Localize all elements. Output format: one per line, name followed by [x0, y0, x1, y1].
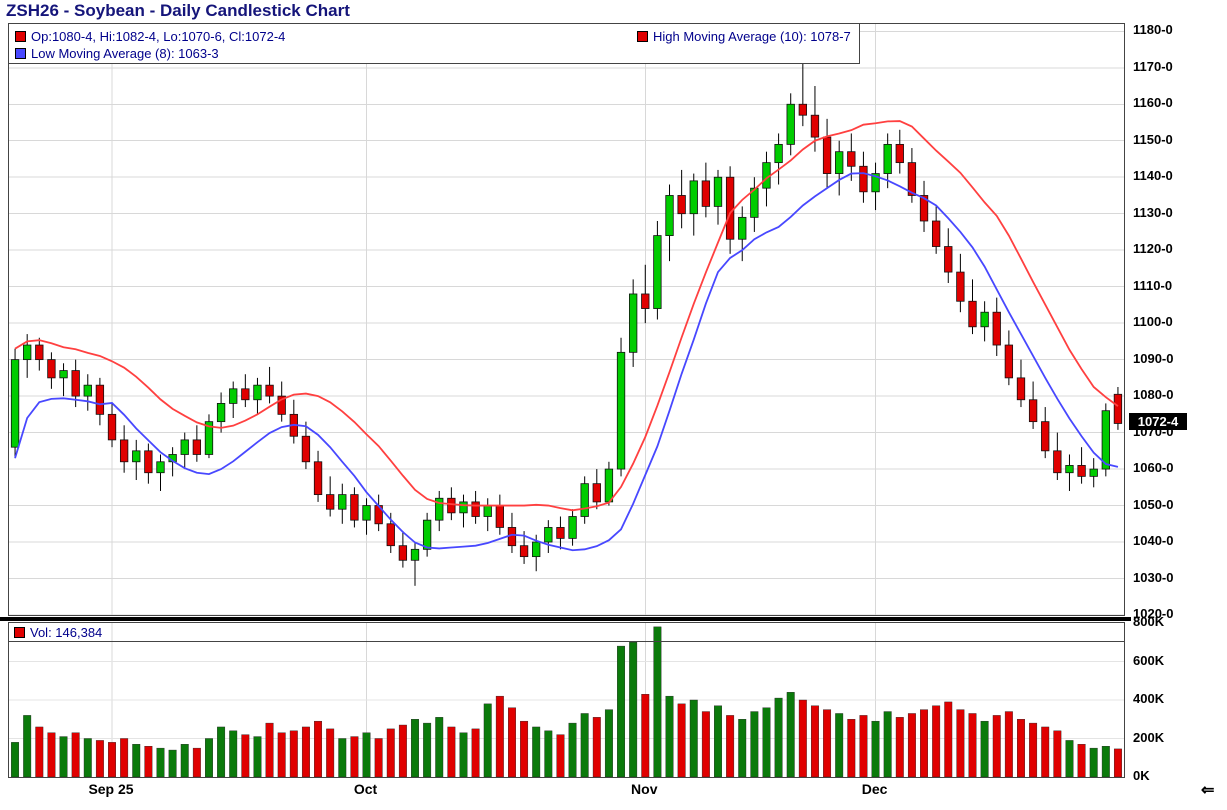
- price-axis-label: 1140-0: [1133, 168, 1173, 184]
- legend-low-ma: Low Moving Average (8): 1063-3: [15, 45, 219, 61]
- volume-swatch-icon: [14, 626, 25, 638]
- price-axis-label: 1100-0: [1133, 314, 1173, 330]
- panel-separator: [0, 617, 1131, 621]
- price-legend: Op:1080-4, Hi:1082-4, Lo:1070-6, Cl:1072…: [8, 23, 860, 64]
- ohlc-swatch-icon: [15, 30, 26, 42]
- last-price-tag: 1072-4: [1129, 413, 1187, 431]
- price-axis-label: 1080-0: [1133, 387, 1174, 403]
- price-axis-label: 1090-0: [1133, 350, 1174, 366]
- price-axis-label: 1040-0: [1133, 533, 1174, 549]
- volume-axis-label: 0K: [1133, 768, 1150, 783]
- scroll-left-icon[interactable]: ⇐: [1201, 782, 1215, 799]
- volume-axis-label: 200K: [1133, 729, 1165, 745]
- price-axis-label: 1160-0: [1133, 95, 1173, 111]
- volume-legend-label: Vol: 146,384: [30, 624, 103, 640]
- x-axis-label: Oct: [353, 781, 378, 797]
- price-axis-label: 1130-0: [1133, 204, 1173, 220]
- price-axis-label: 1060-0: [1133, 460, 1174, 476]
- low-ma-swatch-icon: [15, 47, 26, 59]
- x-axis-label: Dec: [861, 781, 888, 797]
- price-axis-label: 1030-0: [1133, 569, 1174, 585]
- x-axis-label: Nov: [631, 781, 658, 797]
- legend-high-ma: High Moving Average (10): 1078-7: [637, 28, 851, 44]
- legend-ohlc-label: Op:1080-4, Hi:1082-4, Lo:1070-6, Cl:1072…: [31, 28, 286, 44]
- volume-axis-label: 600K: [1133, 652, 1165, 668]
- volume-axis-label: 400K: [1133, 691, 1165, 706]
- volume-plot[interactable]: [9, 623, 1124, 777]
- price-axis-label: 1150-0: [1133, 131, 1173, 147]
- price-axis-label: 1120-0: [1133, 241, 1173, 257]
- candlestick-plot[interactable]: [9, 24, 1124, 615]
- high-ma-swatch-icon: [637, 30, 648, 42]
- price-axis-label: 1020-0: [1133, 606, 1174, 621]
- price-axis-label: 1180-0: [1133, 22, 1173, 38]
- price-axis-label: 1110-0: [1133, 277, 1173, 293]
- price-chart-panel[interactable]: Op:1080-4, Hi:1082-4, Lo:1070-6, Cl:1072…: [8, 23, 1125, 616]
- page-title: ZSH26 - Soybean - Daily Candlestick Char…: [6, 1, 350, 20]
- price-axis-label: 1170-0: [1133, 58, 1173, 74]
- legend-low-ma-label: Low Moving Average (8): 1063-3: [31, 45, 219, 61]
- legend-ohlc: Op:1080-4, Hi:1082-4, Lo:1070-6, Cl:1072…: [15, 28, 285, 44]
- legend-high-ma-label: High Moving Average (10): 1078-7: [653, 28, 851, 44]
- volume-legend: Vol: 146,384: [9, 623, 1124, 642]
- price-axis-label: 1050-0: [1133, 496, 1174, 512]
- volume-panel[interactable]: Vol: 146,384: [8, 622, 1125, 778]
- volume-axis-label: 800K: [1133, 614, 1165, 629]
- x-axis-label: Sep 25: [88, 781, 134, 797]
